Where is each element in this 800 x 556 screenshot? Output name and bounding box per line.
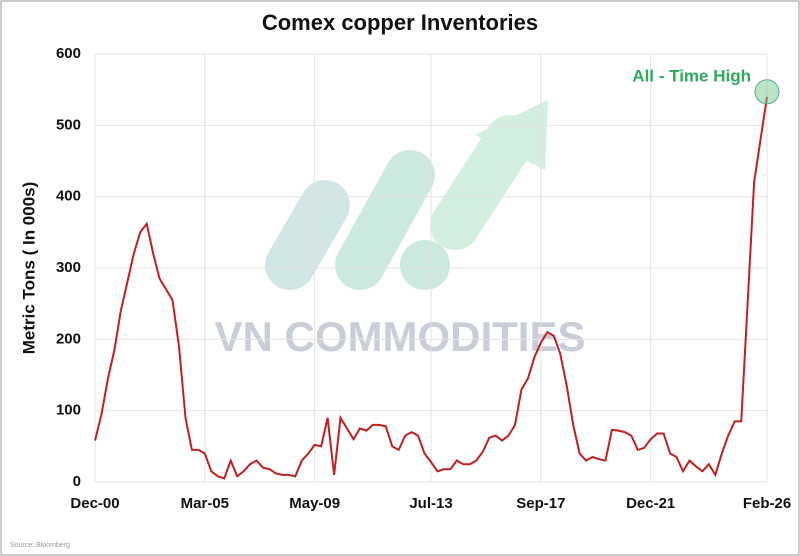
- data-line: [94, 96, 768, 480]
- x-tick-label: Mar-05: [181, 495, 229, 512]
- annotation: All - Time High: [632, 66, 751, 85]
- x-tick-label: Dec-21: [626, 495, 675, 512]
- chart-title: Comex copper Inventories: [262, 10, 538, 35]
- logo: [265, 100, 548, 290]
- highlight-circle: [754, 79, 780, 105]
- y-tick-label: 0: [73, 473, 81, 490]
- y-tick-label: 200: [56, 330, 81, 347]
- source: Source: Bloomberg: [10, 542, 70, 549]
- x-tick-label: Jul-13: [409, 495, 452, 512]
- y-axis-label: Metric Tons ( In 000s): [19, 182, 38, 355]
- watermark: VN COMMODITIES: [214, 313, 585, 360]
- y-tick-label: 400: [56, 188, 81, 205]
- y-tick-label: 300: [56, 259, 81, 276]
- x-tick-label: May-09: [289, 495, 340, 512]
- y-tick-label: 100: [56, 402, 81, 419]
- y-tick-label: 500: [56, 116, 81, 133]
- y-tick-label: 600: [56, 45, 81, 62]
- x-tick-label: Sep-17: [516, 495, 565, 512]
- x-tick-label: Dec-00: [70, 495, 119, 512]
- x-tick-label: Feb-26: [743, 495, 791, 512]
